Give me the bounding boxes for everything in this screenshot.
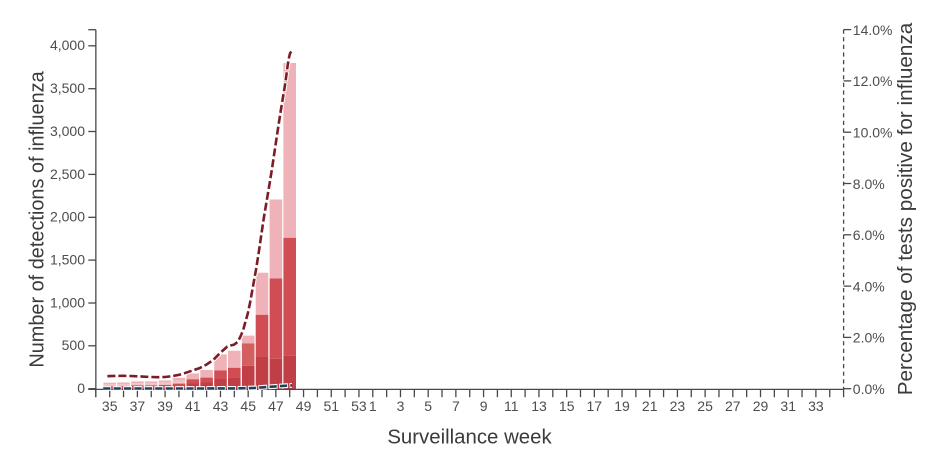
svg-text:Surveillance week: Surveillance week [387, 427, 552, 449]
svg-text:23: 23 [670, 398, 686, 414]
svg-text:500: 500 [62, 337, 86, 353]
svg-text:47: 47 [268, 398, 284, 414]
svg-text:53: 53 [351, 398, 367, 414]
svg-text:6.0%: 6.0% [853, 227, 885, 243]
svg-text:4.0%: 4.0% [853, 278, 885, 294]
svg-text:Number of detections of influe: Number of detections of influenza [27, 70, 49, 367]
svg-text:15: 15 [559, 398, 575, 414]
svg-text:29: 29 [753, 398, 769, 414]
svg-text:49: 49 [296, 398, 312, 414]
svg-text:12.0%: 12.0% [853, 73, 893, 89]
svg-text:4,000: 4,000 [50, 37, 85, 53]
svg-text:13: 13 [531, 398, 547, 414]
svg-text:35: 35 [102, 398, 118, 414]
svg-text:5: 5 [424, 398, 432, 414]
svg-text:51: 51 [324, 398, 340, 414]
svg-text:39: 39 [157, 398, 173, 414]
svg-text:14.0%: 14.0% [853, 22, 893, 38]
svg-text:3,000: 3,000 [50, 123, 85, 139]
svg-text:17: 17 [587, 398, 603, 414]
svg-text:41: 41 [185, 398, 201, 414]
svg-text:0.0%: 0.0% [853, 381, 885, 397]
svg-text:43: 43 [213, 398, 229, 414]
svg-text:3,500: 3,500 [50, 80, 85, 96]
svg-text:0: 0 [77, 380, 85, 396]
svg-text:7: 7 [452, 398, 460, 414]
svg-text:9: 9 [480, 398, 488, 414]
svg-text:2,500: 2,500 [50, 166, 85, 182]
svg-text:11: 11 [504, 398, 519, 414]
svg-text:8.0%: 8.0% [853, 176, 885, 192]
svg-text:31: 31 [780, 398, 796, 414]
svg-text:1: 1 [369, 398, 377, 414]
svg-text:37: 37 [130, 398, 146, 414]
svg-text:Percentage of tests positive f: Percentage of tests positive for influen… [894, 22, 917, 395]
svg-text:2.0%: 2.0% [853, 330, 885, 346]
svg-text:21: 21 [642, 398, 658, 414]
svg-text:33: 33 [808, 398, 824, 414]
svg-text:10.0%: 10.0% [853, 125, 893, 141]
svg-text:2,000: 2,000 [50, 209, 85, 225]
svg-text:27: 27 [725, 398, 741, 414]
svg-text:1,000: 1,000 [50, 294, 85, 310]
svg-text:1,500: 1,500 [50, 252, 85, 268]
svg-text:3: 3 [397, 398, 405, 414]
svg-text:25: 25 [697, 398, 713, 414]
svg-text:45: 45 [240, 398, 256, 414]
svg-text:19: 19 [614, 398, 630, 414]
